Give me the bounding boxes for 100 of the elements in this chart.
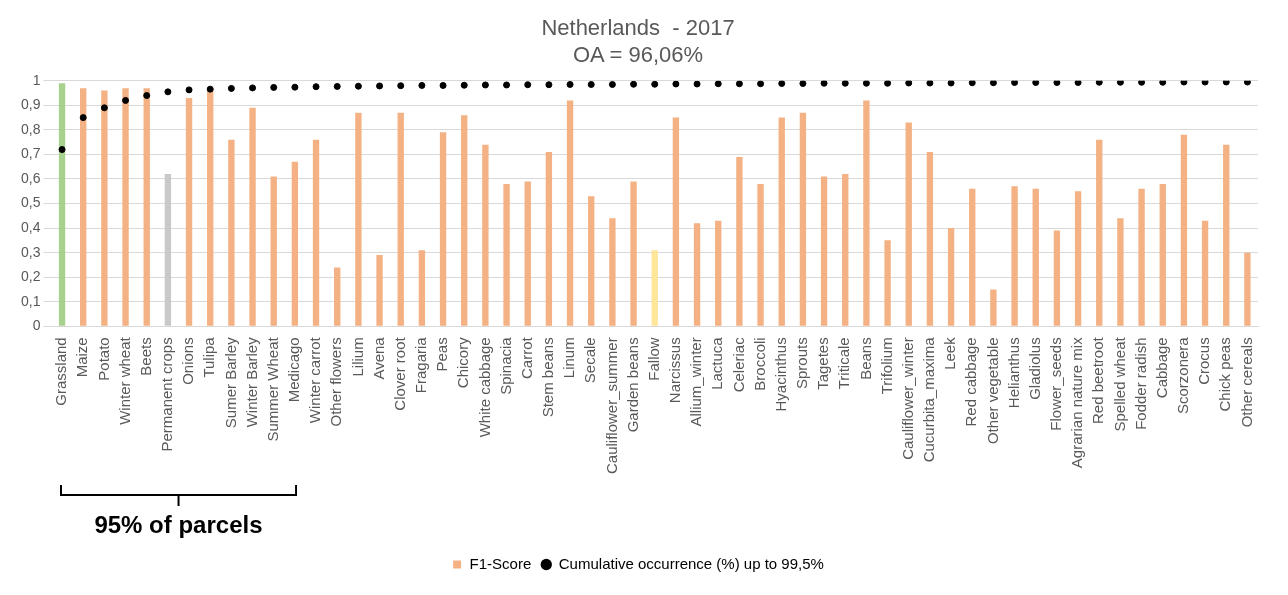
point bbox=[1095, 80, 1103, 86]
point bbox=[460, 81, 468, 89]
x-tick-label: Red cabbage bbox=[962, 337, 980, 427]
x-tick-label: Winter Barley bbox=[242, 336, 260, 428]
y-tick-label: 0,4 bbox=[20, 218, 41, 235]
bar bbox=[588, 196, 595, 326]
point bbox=[1074, 80, 1082, 87]
x-tick-label: Crocus bbox=[1195, 337, 1213, 385]
point bbox=[206, 85, 214, 93]
point bbox=[503, 81, 511, 89]
chart-title: Netherlands - 2017 bbox=[541, 15, 735, 41]
y-tick-label: 0,9 bbox=[20, 96, 41, 113]
point bbox=[947, 80, 955, 87]
x-tick-label: Permanent crops bbox=[158, 337, 176, 452]
point bbox=[841, 80, 849, 87]
x-tick-label: Beans bbox=[856, 337, 874, 380]
x-tick-label: Helianthus bbox=[1004, 337, 1022, 409]
point bbox=[1032, 80, 1040, 87]
bar bbox=[270, 176, 277, 326]
bar bbox=[228, 139, 235, 326]
x-tick-label: Fallow bbox=[644, 337, 662, 381]
x-tick-label: Allium_winter bbox=[687, 337, 705, 427]
bar bbox=[969, 188, 976, 326]
x-tick-label: Red beetroot bbox=[1089, 336, 1107, 425]
bar bbox=[1159, 183, 1166, 326]
bar bbox=[1011, 186, 1018, 326]
x-tick-label: Broccoli bbox=[750, 337, 768, 391]
point bbox=[714, 80, 722, 88]
x-tick-label: Chick peas bbox=[1216, 337, 1234, 412]
x-tick-label: Trifolium bbox=[877, 337, 895, 395]
point bbox=[1011, 80, 1019, 87]
bar bbox=[651, 250, 658, 326]
x-tick-label: Winter carrot bbox=[306, 336, 324, 424]
x-tick-label: Onions bbox=[179, 337, 197, 385]
bar bbox=[1074, 191, 1082, 326]
point bbox=[79, 114, 87, 122]
point bbox=[757, 80, 765, 88]
x-tick-label: Other flowers bbox=[327, 337, 345, 427]
point bbox=[354, 82, 362, 90]
x-tick-label: Other cereals bbox=[1237, 337, 1255, 428]
y-tick-label: 0,1 bbox=[20, 292, 41, 309]
point bbox=[481, 81, 489, 89]
bar bbox=[1053, 230, 1061, 326]
y-tick-label: 1 bbox=[32, 71, 41, 88]
y-tick-label: 0,2 bbox=[20, 268, 41, 285]
x-tick-label: Lilium bbox=[348, 337, 366, 377]
x-tick-label: White cabbage bbox=[475, 337, 493, 438]
point bbox=[312, 83, 320, 91]
bar bbox=[122, 88, 129, 326]
y-tick-label: 0 bbox=[32, 317, 41, 334]
bar bbox=[545, 151, 553, 326]
x-tick-label: Sumer Barley bbox=[221, 336, 239, 429]
bar bbox=[355, 112, 362, 326]
point bbox=[693, 80, 701, 88]
y-tick-label: 0,5 bbox=[20, 194, 41, 211]
x-tick-label: Avena bbox=[369, 336, 387, 380]
x-tick-label: Spinacia bbox=[496, 336, 514, 395]
point bbox=[989, 80, 997, 87]
point bbox=[397, 82, 405, 90]
point bbox=[122, 96, 130, 104]
x-tick-label: Spelled wheat bbox=[1110, 336, 1128, 432]
bar bbox=[990, 289, 997, 326]
x-tick-label: Leek bbox=[941, 336, 959, 370]
point bbox=[672, 80, 680, 88]
point bbox=[905, 80, 913, 87]
point bbox=[630, 80, 638, 88]
x-tick-label: Cabbage bbox=[1152, 337, 1170, 399]
x-tick-label: Scorzonera bbox=[1174, 336, 1192, 415]
bar bbox=[249, 107, 256, 326]
x-tick-label: Celeriac bbox=[729, 336, 747, 393]
point bbox=[587, 80, 595, 88]
legend-label: Cumulative occurrence (%) up to 99,5% bbox=[558, 554, 824, 572]
x-tick-label: Secale bbox=[581, 337, 599, 384]
point bbox=[926, 80, 934, 87]
x-tick-label: Cucurbita_maxima bbox=[920, 336, 938, 463]
y-tick-label: 0,7 bbox=[20, 145, 41, 162]
point bbox=[820, 80, 828, 87]
x-tick-label: Triticale bbox=[835, 337, 853, 390]
bar bbox=[715, 220, 722, 326]
bar bbox=[863, 100, 870, 326]
x-tick-label: Beets bbox=[136, 337, 154, 376]
point bbox=[291, 83, 299, 91]
x-tick-label: Chicory bbox=[454, 336, 472, 389]
point bbox=[1159, 80, 1167, 86]
point bbox=[1053, 80, 1061, 87]
point bbox=[249, 84, 257, 92]
x-tick-label: Peas bbox=[433, 337, 451, 372]
point bbox=[545, 81, 553, 89]
x-tick-label: Stem beans bbox=[539, 337, 557, 418]
point bbox=[1201, 80, 1209, 86]
bar bbox=[820, 176, 828, 326]
bar bbox=[80, 88, 87, 326]
bar bbox=[757, 183, 764, 326]
bar bbox=[312, 139, 320, 326]
bar bbox=[143, 88, 150, 326]
x-tick-label: Grassland bbox=[52, 337, 70, 406]
bar bbox=[1032, 188, 1039, 326]
x-tick-label: Medicago bbox=[285, 337, 303, 403]
bar bbox=[842, 174, 849, 326]
bar bbox=[609, 218, 616, 326]
